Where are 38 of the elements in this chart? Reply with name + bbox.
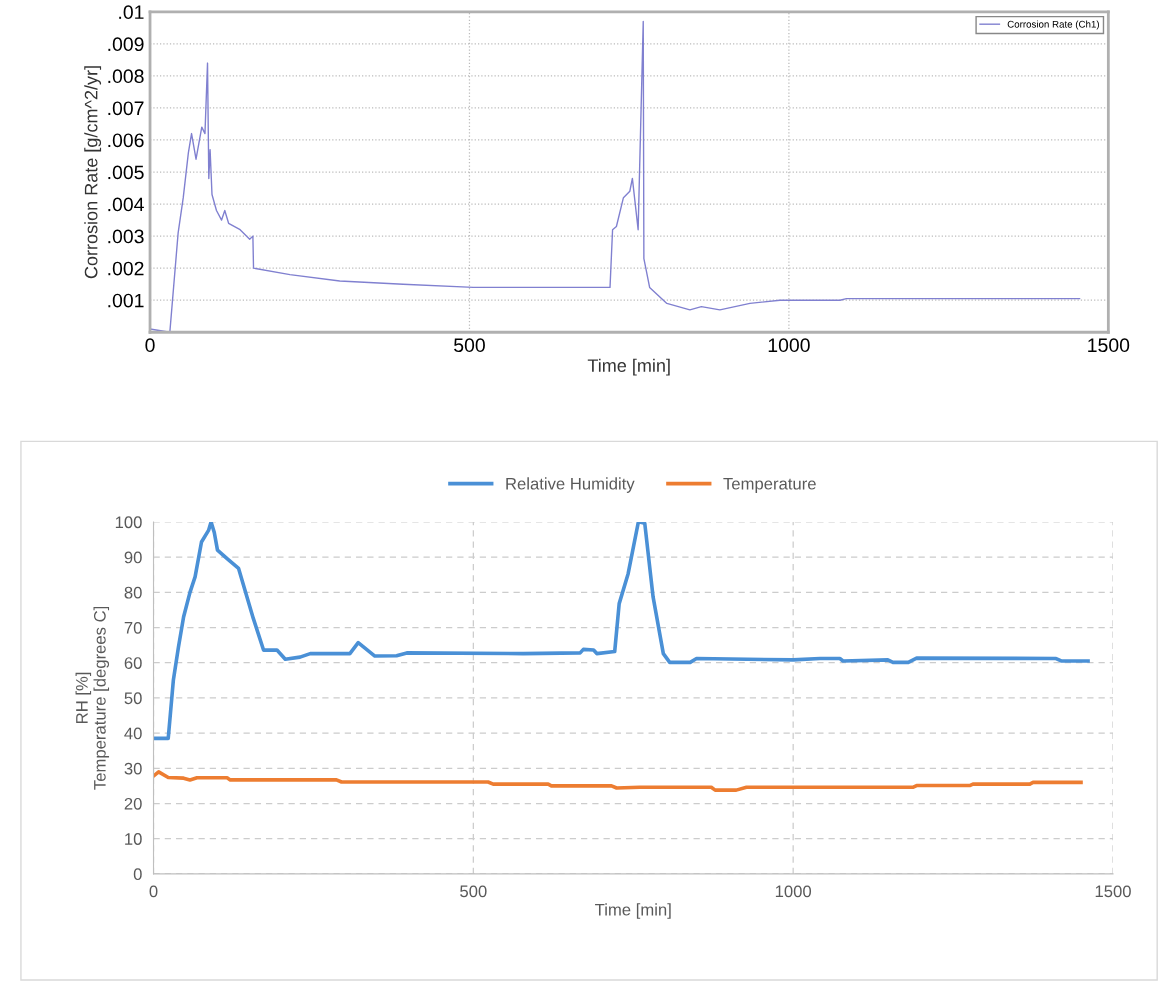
x-tick-label: 1000 (768, 338, 810, 353)
legend-label: Temperature (723, 477, 816, 493)
x-axis-title: Time [min] (595, 903, 671, 919)
y-tick-label: 50 (124, 692, 142, 705)
y-tick-label: .008 (108, 69, 144, 84)
y-tick-label: 40 (124, 727, 142, 740)
x-tick-label: 1000 (775, 885, 812, 898)
y-axis-title: RH [%] Temperature [degrees C] (75, 606, 110, 790)
y-tick-label: 30 (124, 762, 142, 775)
y-tick-label: 100 (115, 516, 142, 529)
y-tick-label: 20 (124, 797, 142, 810)
y-tick-label: .004 (108, 197, 144, 212)
x-tick-label: 1500 (1088, 338, 1130, 353)
y-tick-label: .002 (108, 261, 144, 276)
y-tick-label: 60 (124, 657, 142, 669)
line-series (153, 521, 1090, 741)
x-axis-title: Time [min] (587, 358, 670, 376)
legend-label: Relative Humidity (506, 477, 635, 493)
y-axis-title: Corrosion Rate [g/cm^2/yr] (84, 66, 102, 279)
y-tick-label: 80 (124, 586, 142, 599)
line-series (153, 770, 1083, 792)
y-tick-label: .01 (119, 5, 144, 20)
y-tick-label: 0 (133, 868, 142, 881)
y-tick-label: 10 (125, 833, 142, 845)
y-tick-label: .006 (108, 133, 144, 148)
x-tick-label: 0 (149, 885, 158, 898)
y-tick-label: .009 (108, 37, 144, 52)
y-tick-label: 90 (124, 551, 142, 564)
y-tick-label: .003 (108, 229, 144, 244)
x-tick-label: 0 (145, 338, 155, 353)
x-tick-label: 500 (460, 885, 487, 898)
x-tick-label: 500 (454, 338, 485, 353)
y-tick-label: .007 (108, 101, 144, 116)
legend-label: Corrosion Rate (Ch1) (1007, 20, 1099, 30)
y-tick-label: .001 (108, 293, 144, 308)
y-tick-label: 70 (124, 621, 142, 634)
x-tick-label: 1500 (1095, 885, 1131, 898)
y-tick-label: .005 (108, 165, 144, 180)
